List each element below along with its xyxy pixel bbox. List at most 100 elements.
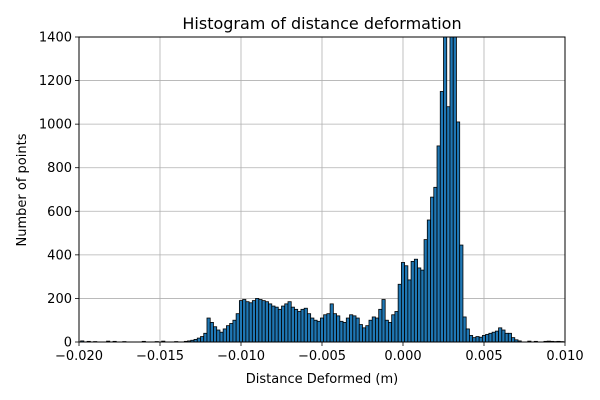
histogram-bar [407, 279, 412, 343]
x-axis-label: Distance Deformed (m) [246, 372, 398, 387]
histogram-bar [459, 244, 464, 343]
histogram-bar [238, 300, 244, 343]
histogram-bar [420, 269, 425, 343]
histogram-bar [255, 298, 260, 343]
histogram-bar [478, 336, 483, 343]
histogram-bar [251, 300, 256, 343]
histogram-bar [507, 332, 512, 343]
histogram-bar [423, 239, 428, 343]
histogram-bar [271, 305, 276, 343]
histogram-bar [297, 311, 302, 343]
histogram-bar [326, 313, 331, 343]
histogram-bar [277, 308, 282, 343]
histogram-bar [196, 337, 201, 343]
grid-lines [78, 36, 566, 343]
y-tick-label: 0 [64, 336, 72, 351]
histogram-bar [371, 316, 376, 343]
histogram-bar [504, 332, 509, 343]
histogram-bar [264, 301, 269, 343]
x-tick-label: −0.010 [217, 349, 265, 364]
histogram-bar [310, 317, 315, 343]
chart-title: Histogram of distance deformation [182, 14, 461, 33]
histogram-bar [452, 36, 457, 343]
histogram-bar [300, 308, 305, 343]
histogram-bar [388, 321, 393, 343]
histogram-bar [248, 302, 253, 343]
y-tick-label: 600 [47, 205, 72, 220]
histogram-bar [336, 315, 341, 343]
y-tick-label: 800 [47, 161, 72, 176]
y-tick-label: 1200 [39, 74, 72, 89]
y-tick-label: 400 [47, 248, 72, 263]
histogram-bar [413, 258, 418, 343]
x-tick-label: −0.015 [136, 349, 184, 364]
histogram-bar [488, 332, 493, 343]
x-axis-ticks: −0.020 −0.015 −0.010 −0.005 0.000 0.005 0.010 [55, 342, 584, 364]
histogram-bar [345, 317, 350, 343]
histogram-bar [206, 317, 211, 343]
histogram-bar [449, 36, 454, 343]
histogram-bar [436, 145, 441, 343]
histogram-bar [200, 336, 205, 343]
histogram-bar [439, 91, 444, 343]
histogram-bar [381, 299, 386, 343]
histogram-bar [465, 328, 470, 343]
histogram-bar [229, 323, 234, 343]
histogram-bar [268, 303, 273, 343]
histogram-bar [368, 319, 373, 343]
histogram-bar [235, 313, 240, 343]
histogram-bar [491, 331, 496, 343]
histogram-bar [242, 299, 247, 343]
histogram-bar [342, 321, 347, 343]
histogram-bar [281, 305, 286, 343]
histogram-bar [469, 335, 474, 343]
histogram-bar [362, 327, 367, 343]
histogram-bar [433, 186, 438, 343]
histogram-bar [475, 336, 480, 343]
histogram-bar [426, 219, 431, 343]
histogram-bar [400, 262, 406, 343]
histogram-bar [410, 260, 415, 343]
y-tick-label: 1000 [39, 118, 72, 133]
histogram-bar [391, 314, 396, 343]
y-tick-label: 1400 [39, 31, 72, 46]
histogram-bar [319, 317, 325, 343]
histogram-bar [378, 308, 383, 343]
histogram-bar [446, 106, 451, 343]
histogram-bar [290, 306, 295, 343]
histogram-bar [417, 267, 422, 343]
histogram-bar [219, 331, 224, 343]
y-tick-label: 200 [47, 292, 72, 307]
histogram-bar [261, 300, 266, 343]
histogram-bar [216, 329, 221, 343]
histogram-bar [355, 317, 360, 343]
histogram-bar [339, 320, 344, 343]
x-tick-label: 0.010 [546, 349, 583, 364]
histogram-bars [80, 36, 564, 343]
histogram-bar [481, 335, 487, 343]
histogram-bar [494, 330, 499, 343]
histogram-bar [375, 317, 380, 343]
histogram-bar [284, 303, 289, 343]
histogram-bar [287, 301, 292, 343]
histogram-bar [358, 324, 363, 343]
histogram-bar [472, 337, 477, 343]
histogram-bar [462, 316, 467, 343]
histogram-bar [232, 319, 237, 343]
x-tick-label: −0.005 [298, 349, 346, 364]
x-tick-label: 0.000 [384, 349, 421, 364]
histogram-bar [222, 328, 227, 343]
histogram-bar [485, 333, 490, 343]
histogram-bar [329, 303, 334, 343]
histogram-bar [352, 315, 357, 343]
x-tick-label: 0.005 [465, 349, 502, 364]
histogram-bar [456, 121, 461, 343]
histogram-bar [511, 337, 516, 343]
histogram-bar [213, 326, 218, 343]
histogram-bar [303, 307, 308, 343]
histogram-bar [245, 301, 250, 343]
histogram-bar [501, 329, 506, 343]
histogram-bar [323, 314, 328, 343]
histogram-bar [258, 299, 263, 343]
histogram-bar [226, 325, 231, 343]
